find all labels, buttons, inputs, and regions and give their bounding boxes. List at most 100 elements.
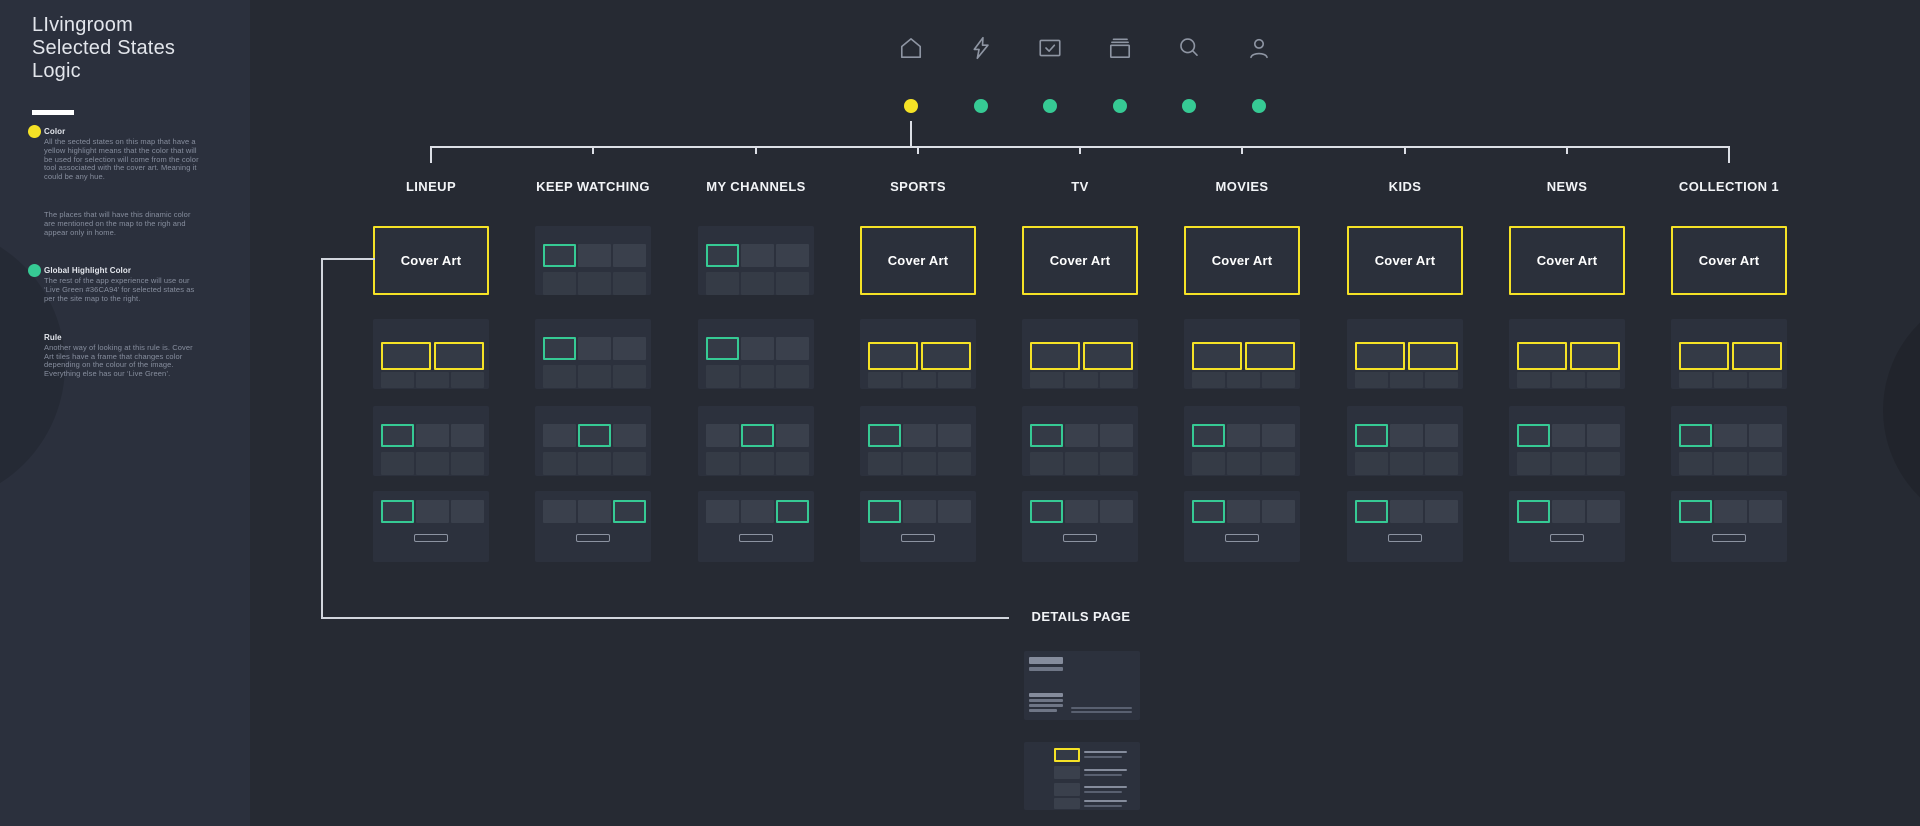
tile bbox=[1355, 452, 1388, 475]
selected-tile-green bbox=[613, 500, 646, 523]
tile bbox=[1192, 372, 1225, 388]
tile bbox=[613, 365, 646, 388]
skeleton-bar bbox=[1084, 769, 1127, 771]
tile bbox=[1030, 372, 1063, 388]
tile bbox=[1749, 452, 1782, 475]
tree-stem bbox=[910, 121, 912, 147]
green-dot-icon bbox=[28, 264, 41, 278]
skeleton-bar bbox=[1084, 791, 1122, 793]
tile bbox=[1390, 452, 1423, 475]
connector-line-bottom bbox=[321, 617, 1009, 619]
tile bbox=[613, 337, 646, 360]
tile bbox=[938, 452, 971, 475]
nav-dot bbox=[974, 99, 988, 113]
cover-art-tile: Cover Art bbox=[1022, 226, 1138, 295]
tile bbox=[1714, 424, 1747, 447]
skeleton-bar bbox=[1029, 657, 1063, 664]
row-panel bbox=[1671, 406, 1787, 476]
tile bbox=[1552, 452, 1585, 475]
selected-tile-green bbox=[543, 244, 576, 267]
row-panel-featured bbox=[1184, 319, 1300, 389]
column-label: SPORTS bbox=[890, 179, 946, 194]
tile bbox=[1587, 424, 1620, 447]
selected-tile-green bbox=[578, 424, 611, 447]
progress-pill bbox=[1388, 534, 1422, 542]
selected-tile-green bbox=[868, 424, 901, 447]
search-icon bbox=[1176, 35, 1202, 61]
tile bbox=[1390, 500, 1423, 523]
tile bbox=[741, 337, 774, 360]
tile bbox=[706, 500, 739, 523]
cover-art-tile: Cover Art bbox=[373, 226, 489, 295]
tile bbox=[903, 452, 936, 475]
tile bbox=[741, 500, 774, 523]
skeleton-bar bbox=[1084, 786, 1127, 788]
tree-tick bbox=[592, 146, 594, 154]
cover-art-label: Cover Art bbox=[400, 253, 462, 268]
legend-body: All the sected states on this map that h… bbox=[44, 137, 199, 182]
details-list-panel bbox=[1024, 742, 1140, 810]
details-thumb bbox=[1054, 766, 1080, 779]
yellow-dot-icon bbox=[28, 125, 41, 138]
selected-tile-green bbox=[776, 500, 809, 523]
cover-art-label: Cover Art bbox=[1374, 253, 1436, 268]
tile bbox=[706, 452, 739, 475]
row-panel-featured bbox=[373, 319, 489, 389]
sitemap-column-kids: KIDS Cover Art bbox=[1347, 172, 1463, 564]
tile bbox=[1065, 452, 1098, 475]
tree-tick bbox=[1404, 146, 1406, 154]
column-label: MOVIES bbox=[1215, 179, 1269, 194]
progress-pill bbox=[1063, 534, 1097, 542]
tile bbox=[1262, 452, 1295, 475]
tile bbox=[741, 244, 774, 267]
tile bbox=[1587, 452, 1620, 475]
row-panel bbox=[698, 406, 814, 476]
column-label: KEEP WATCHING bbox=[536, 179, 650, 194]
tile bbox=[543, 424, 576, 447]
row-panel-featured bbox=[1671, 319, 1787, 389]
tile bbox=[1552, 500, 1585, 523]
tile bbox=[1425, 372, 1458, 388]
tile bbox=[451, 452, 484, 475]
row-panel bbox=[1184, 491, 1300, 562]
sitemap-column-tv: TV Cover Art bbox=[1022, 172, 1138, 564]
tile bbox=[1552, 424, 1585, 447]
tile bbox=[938, 372, 971, 388]
selected-tile-yellow bbox=[434, 342, 484, 370]
details-thumb bbox=[1054, 783, 1080, 796]
row-panel bbox=[1347, 406, 1463, 476]
tile bbox=[903, 424, 936, 447]
cover-art-tile: Cover Art bbox=[1671, 226, 1787, 295]
legend-heading: Global Highlight Color bbox=[44, 266, 132, 276]
tile bbox=[776, 244, 809, 267]
selected-tile-green bbox=[381, 500, 414, 523]
selected-tile-yellow bbox=[381, 342, 431, 370]
tile bbox=[776, 272, 809, 295]
skeleton-bar bbox=[1029, 693, 1063, 697]
selected-tile-green bbox=[1517, 424, 1550, 447]
selected-tile-green bbox=[706, 337, 739, 360]
skeleton-bar bbox=[1084, 756, 1122, 758]
tile bbox=[903, 372, 936, 388]
nav-dot bbox=[1252, 99, 1266, 113]
tile bbox=[1100, 452, 1133, 475]
tile bbox=[1517, 372, 1550, 388]
progress-pill bbox=[576, 534, 610, 542]
selected-tile-green bbox=[1030, 424, 1063, 447]
skeleton-bar bbox=[1029, 704, 1063, 707]
tile bbox=[1227, 452, 1260, 475]
legend-section: The places that will have this dinamic c… bbox=[44, 209, 202, 237]
legend-body: The places that will have this dinamic c… bbox=[44, 209, 191, 237]
tile bbox=[868, 372, 901, 388]
tile bbox=[1065, 424, 1098, 447]
tile bbox=[1425, 424, 1458, 447]
tile bbox=[578, 244, 611, 267]
row-panel bbox=[1509, 406, 1625, 476]
selected-tile-green bbox=[868, 500, 901, 523]
tile bbox=[613, 272, 646, 295]
row-panel-featured bbox=[860, 319, 976, 389]
tile bbox=[1355, 372, 1388, 388]
row-panel bbox=[860, 406, 976, 476]
skeleton-bar bbox=[1029, 667, 1063, 671]
